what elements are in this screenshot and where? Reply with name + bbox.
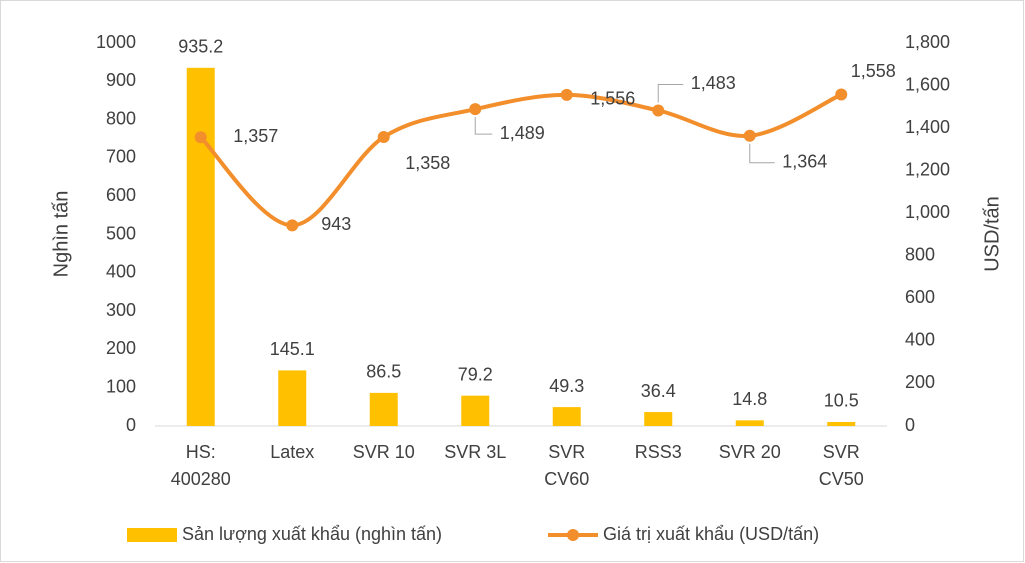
bar-value-label: 79.2 (458, 364, 493, 384)
x-tick-label: 400280 (171, 469, 231, 489)
bar-value-label: 145.1 (270, 339, 315, 359)
legend-swatch (567, 529, 579, 541)
bar-value-label: 14.8 (732, 389, 767, 409)
line-marker (835, 88, 848, 101)
bar-value-label: 935.2 (178, 37, 223, 57)
leader-line (657, 83, 684, 103)
line-value-label: 1,556 (590, 89, 635, 109)
y2-tick-label: 1,400 (905, 117, 950, 137)
bar (369, 392, 398, 426)
y-tick-label: 800 (106, 108, 136, 128)
y2-axis-title: USD/tấn (981, 196, 1003, 272)
x-tick-label: SVR 20 (719, 442, 781, 462)
bar (552, 407, 581, 426)
line-marker (560, 88, 573, 101)
y-tick-label: 1000 (96, 32, 136, 52)
line-marker (652, 104, 665, 117)
line-value-label: 943 (321, 214, 351, 234)
y2-tick-label: 1,200 (905, 159, 950, 179)
line-value-label: 1,489 (500, 123, 545, 143)
y2-tick-label: 200 (905, 372, 935, 392)
leader-line (474, 117, 493, 135)
y2-tick-label: 600 (905, 287, 935, 307)
bar (735, 420, 764, 426)
line-value-label: 1,483 (691, 73, 736, 93)
line-value-label: 1,364 (782, 152, 827, 172)
x-tick-label: HS: (186, 442, 216, 462)
y-tick-label: 400 (106, 262, 136, 282)
x-tick-label: SVR 10 (353, 442, 415, 462)
leader-line (749, 143, 775, 164)
bar (186, 67, 215, 427)
line-value-label: 1,357 (233, 126, 278, 146)
x-tick-label: RSS3 (635, 442, 682, 462)
bar-value-label: 36.4 (641, 381, 676, 401)
bar (827, 421, 856, 426)
bar (278, 370, 307, 426)
line-value-label: 1,358 (405, 153, 450, 173)
bar-value-label: 49.3 (549, 376, 584, 396)
x-tick-label: SVR 3L (444, 442, 506, 462)
y-tick-label: 200 (106, 338, 136, 358)
y2-tick-label: 400 (905, 330, 935, 350)
line-marker (743, 129, 756, 142)
bar (644, 412, 673, 426)
y2-tick-label: 1,600 (905, 74, 950, 94)
y-tick-label: 100 (106, 376, 136, 396)
x-tick-label: Latex (270, 442, 314, 462)
legend-label: Giá trị xuất khẩu (USD/tấn) (603, 524, 819, 544)
y-tick-label: 300 (106, 300, 136, 320)
line-value-label: 1,558 (851, 61, 896, 81)
x-tick-label: CV60 (544, 469, 589, 489)
y-tick-label: 0 (126, 415, 136, 435)
y-tick-label: 600 (106, 185, 136, 205)
legend-swatch (127, 528, 177, 542)
x-tick-label: SVR (823, 442, 860, 462)
y-tick-label: 900 (106, 70, 136, 90)
x-tick-label: CV50 (819, 469, 864, 489)
line-marker (286, 219, 299, 232)
x-tick-label: SVR (548, 442, 585, 462)
y-axis-title: Nghìn tấn (50, 191, 72, 278)
y-tick-label: 700 (106, 147, 136, 167)
bar-value-label: 86.5 (366, 362, 401, 382)
legend-label: Sản lượng xuất khẩu (nghìn tấn) (182, 524, 442, 544)
line-marker (194, 131, 207, 144)
bar (461, 395, 490, 426)
y2-tick-label: 1,000 (905, 202, 950, 222)
y2-tick-label: 0 (905, 415, 915, 435)
line-marker (469, 103, 482, 116)
y2-tick-label: 1,800 (905, 32, 950, 52)
y-tick-label: 500 (106, 223, 136, 243)
y2-tick-label: 800 (905, 245, 935, 265)
bar-value-label: 10.5 (824, 391, 859, 411)
line-marker (377, 131, 390, 144)
